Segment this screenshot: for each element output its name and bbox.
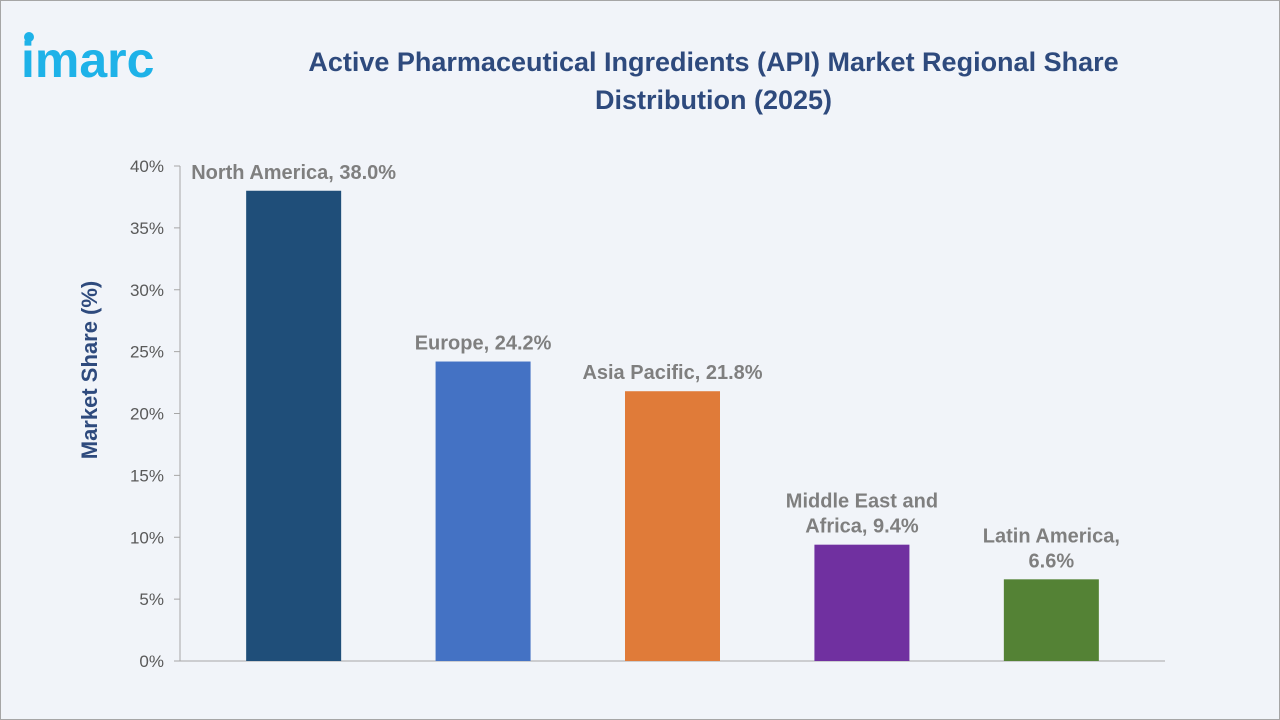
bar-middle-east-and-africa — [814, 544, 910, 661]
y-axis-title: Market Share (%) — [77, 281, 102, 460]
bar-data-label-line: Latin America, — [983, 525, 1120, 547]
bar-data-label-line: Asia Pacific, 21.8% — [582, 362, 762, 384]
bar-data-label-line: Middle East and — [786, 491, 938, 513]
bar-data-label: Asia Pacific, 21.8% — [582, 362, 762, 384]
y-tick-label: 40% — [130, 157, 164, 176]
bar-data-label-line: North America, 38.0% — [191, 162, 396, 184]
bar-labels: North America, 38.0% Europe, 24.2% Asia Pa… — [191, 162, 1120, 573]
bar-data-label-line: Africa, 9.4% — [805, 516, 919, 538]
bar-north-america — [246, 190, 342, 661]
y-tick-label: 35% — [130, 219, 164, 238]
y-tick-label: 25% — [130, 343, 164, 362]
y-tick-label: 15% — [130, 466, 164, 485]
logo-wordmark: imarc — [21, 32, 154, 85]
y-tick-label: 30% — [130, 281, 164, 300]
chart-title: Active Pharmaceutical Ingredients (API) … — [308, 47, 1119, 115]
bar-asia-pacific — [625, 391, 720, 661]
bar-europe — [435, 361, 531, 661]
bar-data-label: North America, 38.0% — [191, 162, 396, 184]
y-tick-label: 5% — [139, 590, 164, 609]
bars — [246, 190, 1099, 661]
y-tick-label: 10% — [130, 528, 164, 547]
y-tick-label: 0% — [139, 652, 164, 671]
bar-data-label: Middle East and Africa, 9.4% — [786, 491, 938, 538]
bar-latin-america — [1003, 579, 1099, 661]
bar-data-label-line: 6.6% — [1029, 550, 1075, 572]
bar-data-label: Latin America, 6.6% — [983, 525, 1120, 572]
y-tick-label: 20% — [130, 405, 164, 424]
imarc-logo: imarc — [21, 32, 154, 85]
bar-data-label-line: Europe, 24.2% — [415, 333, 552, 355]
bar-data-label: Europe, 24.2% — [415, 333, 552, 355]
